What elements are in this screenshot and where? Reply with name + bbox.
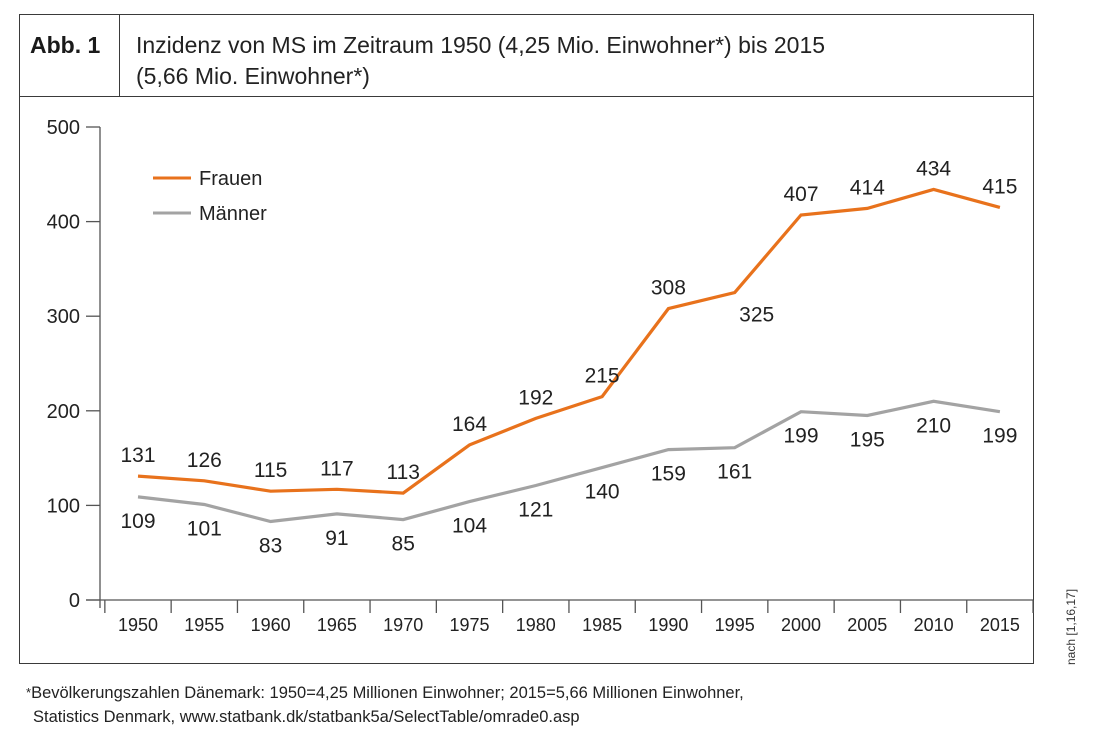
legend-label: Männer — [199, 203, 267, 225]
x-tick-label: 1955 — [184, 615, 224, 635]
figure-title: Inzidenz von MS im Zeitraum 1950 (4,25 M… — [136, 30, 1023, 92]
y-tick-label: 400 — [47, 212, 80, 234]
x-tick-label: 1995 — [715, 615, 755, 635]
x-tick-label: 2005 — [847, 615, 887, 635]
data-label: 199 — [783, 425, 818, 448]
y-tick-label: 300 — [47, 306, 80, 328]
series-line-männer — [137, 399, 1001, 524]
y-tick-label: 100 — [47, 495, 80, 517]
data-label: 83 — [259, 534, 282, 557]
data-label: 126 — [187, 449, 222, 472]
data-label: 115 — [254, 459, 287, 482]
data-label: 308 — [651, 277, 686, 300]
x-tick-label: 1960 — [251, 615, 291, 635]
data-label: 85 — [392, 533, 415, 556]
y-tick-label: 0 — [69, 590, 80, 612]
data-label: 159 — [651, 463, 686, 486]
y-tick-label: 200 — [47, 401, 80, 423]
footnote-line1: *Bevölkerungszahlen Dänemark: 1950=4,25 … — [26, 681, 744, 705]
figure-title-line2: (5,66 Mio. Einwohner*) — [136, 63, 370, 89]
data-label: 325 — [739, 304, 774, 327]
data-label: 407 — [783, 183, 818, 206]
data-label: 199 — [982, 425, 1017, 448]
series-line-frauen — [137, 187, 1001, 495]
data-label: 195 — [850, 429, 885, 452]
x-tick-label: 1985 — [582, 615, 622, 635]
x-tick-label: 2000 — [781, 615, 821, 635]
x-tick-label: 1950 — [118, 615, 158, 635]
x-tick-label: 1980 — [516, 615, 556, 635]
data-label: 415 — [982, 175, 1017, 198]
axes: 0 100 200 300 400 500 1950 1955 1960 1965 1970 1975… — [47, 117, 1034, 635]
x-tick-label: 1965 — [317, 615, 357, 635]
x-tick-label: 2010 — [914, 615, 954, 635]
data-label: 192 — [518, 386, 553, 409]
data-label: 215 — [585, 365, 620, 388]
x-tick-label: 1970 — [383, 615, 423, 635]
data-label: 131 — [120, 444, 155, 467]
data-label: 101 — [187, 517, 222, 540]
figure-title-line1: Inzidenz von MS im Zeitraum 1950 (4,25 M… — [136, 32, 826, 58]
series-group — [137, 187, 1001, 524]
y-tick-label: 500 — [47, 117, 80, 139]
figure-label: Abb. 1 — [20, 15, 120, 96]
data-label: 140 — [585, 481, 620, 504]
data-label: 164 — [452, 413, 487, 436]
x-tick-label: 1975 — [449, 615, 489, 635]
data-labels: 131 126 115 117 113 164 192 215 308 325 407 414 434 4… — [120, 157, 1017, 557]
data-label: 161 — [717, 461, 752, 484]
data-label: 117 — [320, 457, 353, 480]
x-tick-label: 1990 — [648, 615, 688, 635]
data-label: 104 — [452, 515, 487, 538]
data-label: 121 — [518, 499, 553, 522]
legend: Frauen Männer — [153, 168, 267, 225]
data-label: 434 — [916, 157, 951, 180]
footnote: *Bevölkerungszahlen Dänemark: 1950=4,25 … — [26, 681, 744, 729]
footnote-text1: Bevölkerungszahlen Dänemark: 1950=4,25 M… — [31, 684, 744, 702]
figure-frame: Abb. 1 Inzidenz von MS im Zeitraum 1950 … — [19, 14, 1034, 664]
data-label: 210 — [916, 414, 951, 437]
x-tick-label: 2015 — [980, 615, 1020, 635]
source-note: nach [1,16,17] — [1064, 588, 1078, 665]
data-label: 414 — [850, 176, 885, 199]
footnote-marker: * — [26, 685, 32, 700]
data-label: 113 — [386, 461, 419, 484]
data-label: 91 — [325, 527, 348, 550]
data-label: 109 — [120, 510, 155, 533]
footnote-line2: Statistics Denmark, www.statbank.dk/stat… — [33, 708, 580, 726]
figure-header: Abb. 1 Inzidenz von MS im Zeitraum 1950 … — [20, 15, 1033, 97]
legend-label: Frauen — [199, 168, 262, 190]
